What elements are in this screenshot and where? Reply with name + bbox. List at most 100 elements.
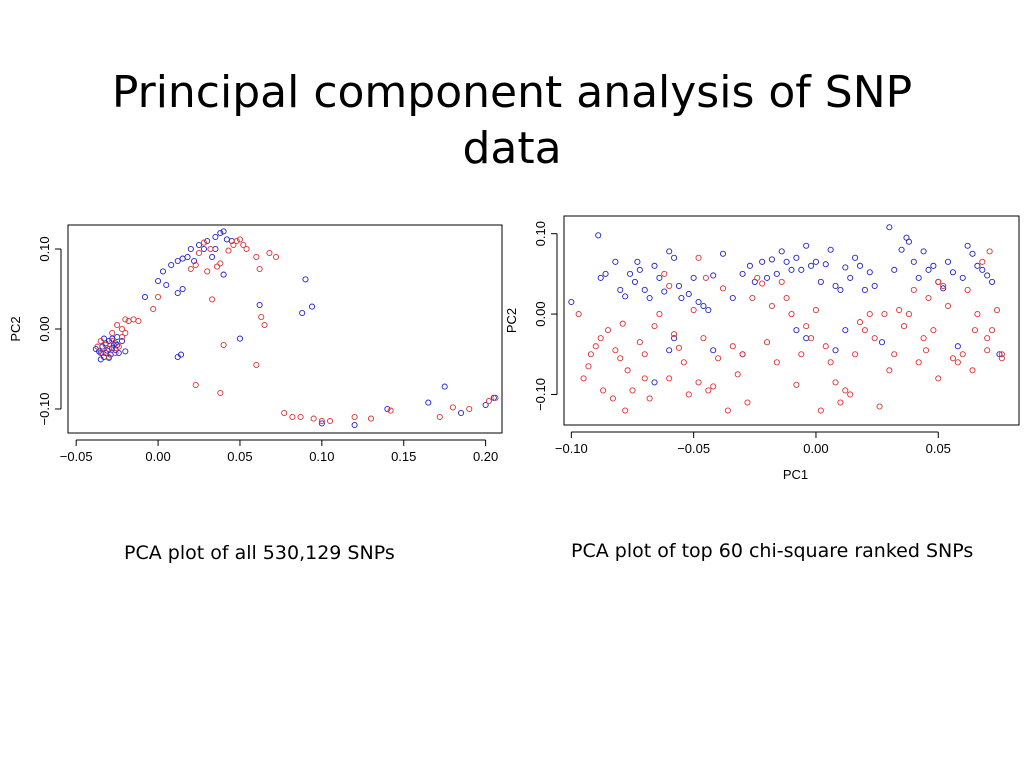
data-point	[191, 257, 198, 265]
data-point	[935, 278, 942, 285]
data-point	[114, 333, 121, 341]
data-point	[998, 351, 1005, 358]
data-point	[122, 316, 129, 323]
data-point	[458, 409, 465, 417]
x-tick-label: 0.10	[309, 449, 334, 464]
data-point	[793, 381, 800, 388]
data-point	[922, 347, 930, 354]
data-point	[666, 248, 673, 255]
data-point	[646, 294, 653, 302]
data-point	[174, 289, 181, 297]
data-point	[266, 249, 273, 257]
data-point	[220, 341, 227, 349]
data-point	[115, 343, 122, 350]
data-point	[159, 268, 167, 275]
data-point	[773, 359, 780, 366]
data-point	[243, 245, 250, 253]
data-point	[195, 241, 203, 249]
data-point	[812, 258, 820, 265]
data-point	[187, 265, 194, 273]
data-point	[984, 347, 991, 354]
data-point	[256, 265, 263, 273]
x-tick-label: 0.20	[473, 449, 498, 464]
data-point	[236, 236, 244, 243]
data-point	[609, 395, 616, 402]
data-point	[788, 266, 795, 273]
data-point	[200, 245, 207, 253]
slide-title: Principal component analysis of SNP data	[0, 65, 1024, 177]
data-point	[700, 302, 707, 310]
data-point	[225, 247, 232, 254]
slide-title-line2: data	[462, 123, 562, 175]
data-point	[318, 420, 325, 427]
data-point	[759, 280, 766, 287]
data-point	[184, 253, 191, 261]
data-point	[925, 294, 932, 302]
data-point	[817, 278, 824, 285]
y-tick-label: 0.00	[533, 301, 548, 326]
data-point	[217, 229, 224, 237]
data-point	[619, 320, 626, 327]
data-point	[595, 232, 602, 239]
x-axis-label: PC1	[783, 467, 808, 482]
data-point	[734, 371, 741, 378]
data-point	[118, 337, 126, 345]
data-point	[954, 343, 961, 350]
data-point	[109, 337, 116, 345]
data-point	[308, 303, 316, 310]
data-point	[204, 237, 211, 245]
data-point	[425, 399, 432, 406]
data-point	[94, 343, 101, 350]
data-point	[768, 256, 775, 263]
data-point	[651, 262, 658, 269]
x-tick-label: −0.05	[60, 449, 93, 464]
data-point	[910, 258, 917, 265]
data-point	[739, 351, 746, 358]
data-point	[935, 375, 942, 382]
data-point	[984, 272, 991, 279]
data-point	[671, 254, 678, 261]
data-point	[626, 270, 634, 277]
data-point	[600, 387, 607, 394]
x-tick-label: 0.15	[391, 449, 416, 464]
y-tick-label: 0.00	[37, 316, 52, 341]
data-point	[959, 274, 966, 281]
data-point	[793, 254, 800, 261]
data-point	[622, 293, 629, 300]
data-point	[217, 389, 224, 397]
data-point	[217, 260, 224, 267]
data-point	[979, 266, 986, 273]
data-point	[971, 327, 979, 334]
data-point	[253, 253, 260, 261]
data-point	[940, 285, 947, 292]
data-point	[114, 321, 121, 329]
data-point	[930, 327, 937, 334]
data-point	[105, 353, 112, 361]
data-point	[258, 313, 265, 321]
data-point	[671, 331, 678, 338]
data-point	[612, 347, 619, 354]
data-point	[261, 321, 268, 329]
data-point	[803, 323, 810, 330]
data-point	[842, 387, 849, 394]
data-point	[617, 286, 624, 294]
data-point	[832, 379, 839, 386]
data-point	[631, 278, 638, 285]
data-point	[690, 274, 697, 281]
data-point	[122, 348, 129, 355]
data-point	[744, 399, 751, 406]
data-point	[891, 351, 898, 358]
data-point	[945, 302, 952, 310]
data-point	[351, 421, 358, 429]
data-point	[656, 311, 663, 318]
data-point	[871, 335, 878, 342]
data-point	[177, 351, 185, 358]
data-point	[651, 379, 658, 386]
y-tick-label: 0.10	[37, 236, 52, 261]
data-point	[974, 311, 981, 318]
data-point	[759, 258, 766, 265]
data-point	[729, 294, 736, 302]
plot-frame	[67, 224, 503, 434]
y-axis-label: PC2	[8, 316, 23, 341]
